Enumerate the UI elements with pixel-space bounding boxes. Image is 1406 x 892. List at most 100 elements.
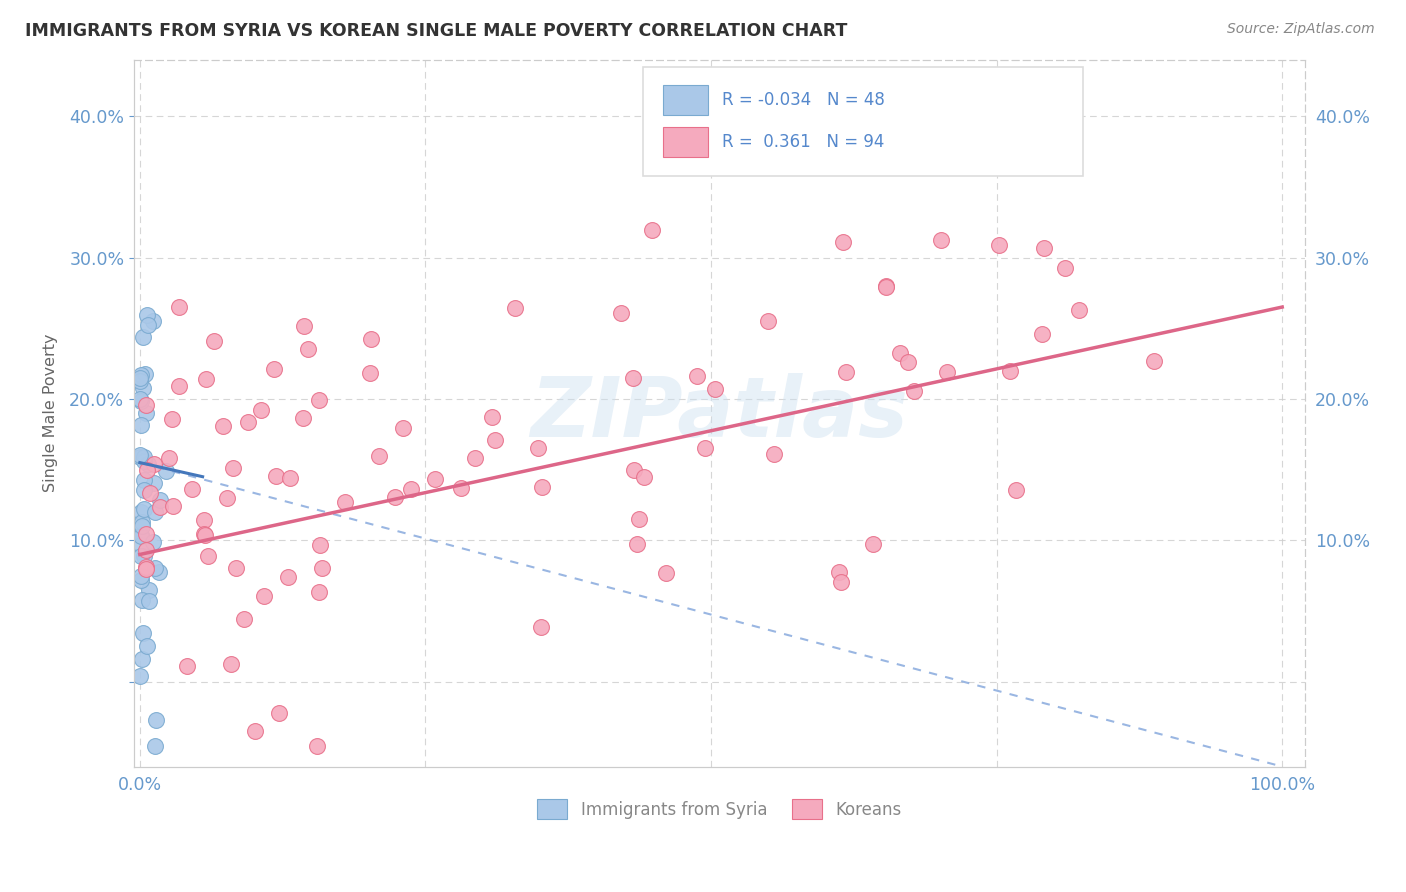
Point [131,625,153,640]
Point [132,549,155,563]
Point [626,537,648,551]
Point [180,482,202,496]
Point [756,314,779,328]
Point [233,612,256,626]
Point [134,543,156,558]
Text: R = -0.034   N = 48: R = -0.034 N = 48 [721,91,884,109]
FancyBboxPatch shape [644,67,1083,177]
Point [131,515,153,529]
Point [889,346,911,360]
Point [686,369,709,384]
Point [1033,242,1056,256]
Point [145,713,167,727]
Point [129,392,152,407]
Point [132,450,155,464]
Point [633,470,655,484]
Point [530,480,553,494]
Text: ZIPatlas: ZIPatlas [530,373,908,453]
Point [148,565,170,579]
Point [297,343,319,357]
Point [134,562,156,576]
Point [134,368,156,382]
Point [1067,303,1090,318]
Point [193,513,215,527]
Point [875,279,897,293]
Point [176,659,198,673]
Point [308,393,330,408]
Point [193,527,215,541]
Point [875,279,897,293]
Point [217,491,239,505]
Point [530,620,553,634]
Point [245,723,267,738]
Point [278,471,301,485]
Point [1005,483,1028,497]
Point [135,406,157,420]
Point [250,403,273,417]
Point [134,560,156,574]
Point [311,560,333,574]
Point [132,473,155,487]
Point [129,527,152,541]
Point [155,464,177,478]
Point [333,495,356,509]
Point [136,318,159,333]
Point [129,569,152,583]
Point [267,706,290,720]
Point [129,669,152,683]
Point [149,492,172,507]
Point [988,238,1011,252]
Point [309,538,332,552]
Point [134,454,156,468]
Point [831,235,853,250]
Point [307,739,329,753]
Point [129,538,152,552]
Point [835,365,858,379]
Point [157,450,180,465]
Point [903,384,925,398]
Point [253,589,276,603]
Point [464,451,486,466]
Point [139,485,162,500]
Point [693,441,716,455]
Point [143,739,166,753]
Point [129,374,152,388]
Point [194,372,217,386]
Point [131,518,153,533]
Text: Source: ZipAtlas.com: Source: ZipAtlas.com [1227,22,1375,37]
Point [194,528,217,542]
Point [142,535,165,549]
Point [131,368,153,382]
Point [149,500,172,514]
Point [367,450,389,464]
Text: R =  0.361   N = 94: R = 0.361 N = 94 [721,133,884,152]
Point [138,583,160,598]
Point [221,460,243,475]
Point [263,362,285,376]
Point [212,418,235,433]
Point [264,469,287,483]
Point [308,585,330,599]
Point [197,549,219,563]
Point [628,512,651,526]
Point [136,308,159,322]
Point [129,450,152,464]
Point [136,457,159,471]
Point [399,482,422,496]
Point [641,223,664,237]
Point [129,505,152,519]
Point [135,462,157,476]
Point [484,433,506,447]
Point [129,393,152,408]
Point [998,364,1021,378]
Point [830,574,852,589]
Point [392,421,415,435]
Point [131,529,153,543]
Point [897,355,920,369]
Point [1054,260,1077,275]
Point [1031,327,1053,342]
Point [654,566,676,581]
Text: IMMIGRANTS FROM SYRIA VS KOREAN SINGLE MALE POVERTY CORRELATION CHART: IMMIGRANTS FROM SYRIA VS KOREAN SINGLE M… [25,22,848,40]
Point [131,806,153,821]
Point [134,526,156,541]
